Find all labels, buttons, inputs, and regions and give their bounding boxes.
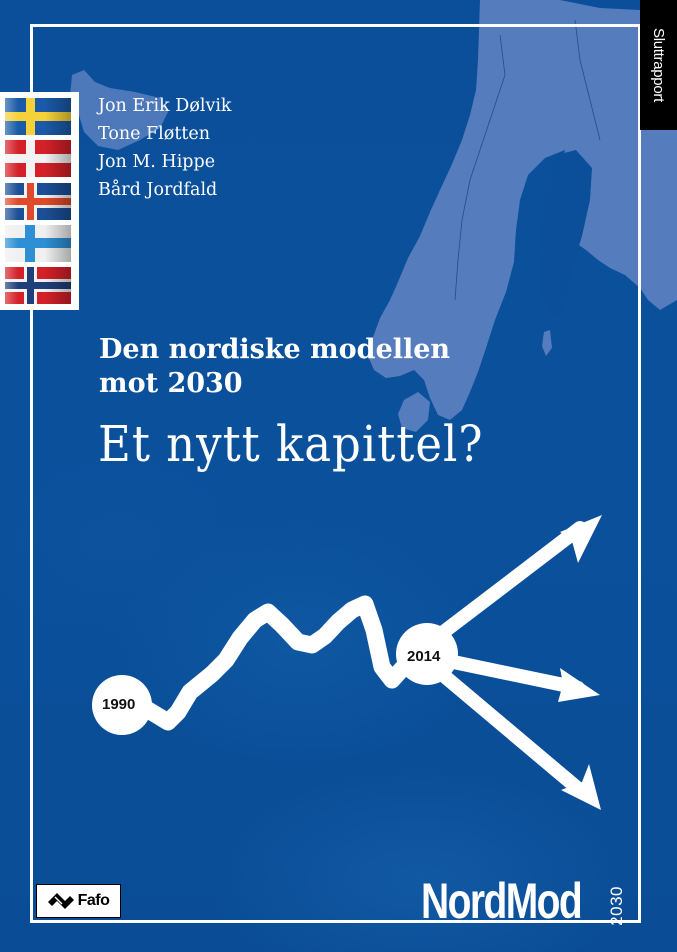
subtitle-text: Et nytt kapittel? xyxy=(98,415,484,473)
author-name: Jon M. Hippe xyxy=(98,152,216,172)
flag-iceland-icon xyxy=(5,182,71,220)
report-type-tab: Sluttrapport xyxy=(640,0,677,130)
author-name: Bård Jordfald xyxy=(98,180,218,200)
flag-norway-icon xyxy=(5,267,71,304)
year-label-mid: 2014 xyxy=(407,648,441,665)
publisher-logo: Fafo xyxy=(36,884,121,918)
flag-finland-icon xyxy=(5,224,71,262)
arrow-up-shaft xyxy=(413,521,587,657)
nordic-flags-strip xyxy=(0,92,79,310)
timeline-path xyxy=(131,595,419,731)
arrow-down-shaft xyxy=(423,657,589,799)
title-line-1: Den nordiske modellen xyxy=(99,334,451,365)
flag-sweden-icon xyxy=(5,98,71,135)
author-name: Jon Erik Dølvik xyxy=(98,96,232,116)
series-wordmark: NordMod 2030 xyxy=(421,868,626,929)
series-name: NordMod xyxy=(421,873,583,929)
author-name: Tone Fløtten xyxy=(98,124,211,144)
main-title: Den nordiske modellen mot 2030 xyxy=(99,333,450,401)
arrow-down-head-icon xyxy=(561,764,601,810)
fafo-logo-icon xyxy=(47,893,74,909)
year-marker-start xyxy=(92,675,152,735)
year-label-start: 1990 xyxy=(102,696,136,713)
author-list: Jon Erik Dølvik Tone Fløtten Jon M. Hipp… xyxy=(98,92,232,204)
title-line-2: mot 2030 xyxy=(99,368,243,399)
flag-denmark-icon xyxy=(5,140,71,178)
subtitle: Et nytt kapittel? xyxy=(98,415,483,473)
arrow-flat-head-icon xyxy=(558,668,600,702)
publisher-name: Fafo xyxy=(77,892,110,909)
series-year: 2030 xyxy=(607,886,626,926)
arrow-up-head-icon xyxy=(560,515,602,563)
year-marker-mid xyxy=(396,623,458,685)
report-type-label: Sluttrapport xyxy=(650,28,667,102)
cover-frame xyxy=(30,24,641,923)
